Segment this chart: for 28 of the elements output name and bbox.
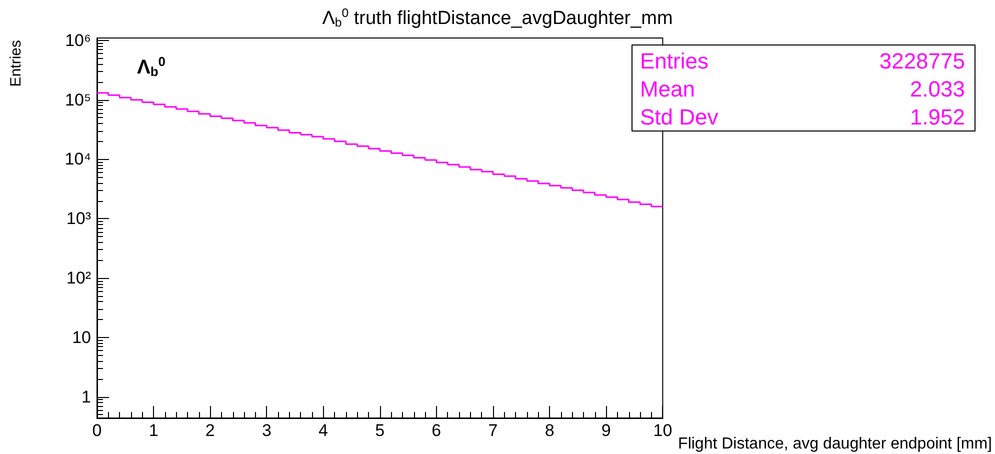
x-tick-label: 1 (148, 421, 158, 440)
annotation: Entries (640, 48, 708, 74)
y-tick-label: 10³ (66, 209, 92, 228)
x-tick-label: 2 (205, 421, 215, 440)
y-tick-label: 1 (82, 387, 91, 406)
y-tick-label: 10 (72, 328, 91, 347)
y-tick-label: 10⁴ (64, 150, 91, 169)
x-tick-label: 0 (92, 421, 102, 440)
x-tick-label: 7 (488, 421, 498, 440)
y-axis-title: Entries (8, 40, 24, 87)
chart-title: Λb0 truth flightDistance_avgDaughter_mm (322, 6, 673, 30)
x-tick-label: 10 (653, 421, 672, 440)
x-tick-label: 3 (262, 421, 272, 440)
annotation: Λb0 (137, 54, 166, 79)
x-axis-title: Flight Distance, avg daughter endpoint [mm] (678, 436, 992, 452)
x-tick-label: 8 (544, 421, 554, 440)
x-tick-label: 4 (318, 421, 328, 440)
x-tick-label: 5 (375, 421, 385, 440)
y-tick-label: 10² (66, 268, 92, 288)
text: 2.033 (910, 76, 965, 102)
text: 1.952 (910, 104, 965, 130)
text: 3228775 (879, 48, 965, 74)
annotation: Mean (640, 76, 696, 102)
annotation: Std Dev (640, 104, 718, 130)
x-tick-label: 6 (432, 421, 442, 440)
x-tick-label: 9 (601, 421, 611, 440)
y-tick-label: 10⁵ (65, 90, 91, 110)
y-tick-label: 10⁶ (65, 30, 91, 50)
